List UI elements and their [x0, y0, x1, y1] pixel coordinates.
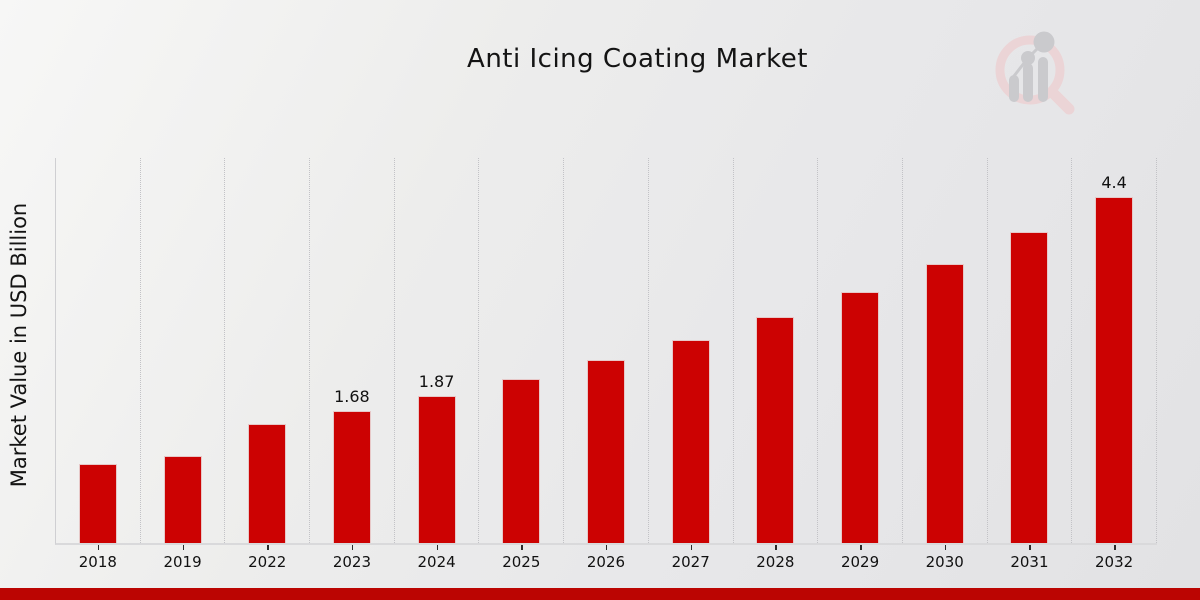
- magnifier-handle: [1047, 87, 1075, 115]
- bar-column-2028: 2028: [734, 158, 819, 571]
- bar-2030: [925, 263, 964, 543]
- logo-trend-dot-small: [1021, 51, 1035, 65]
- x-tick-label-2018: 2018: [78, 553, 117, 571]
- plot-area: 2018 2019 2022 1.68 2023 1.87 2024 2025 2026 2027…: [55, 158, 1157, 571]
- x-axis-tick: [605, 545, 608, 550]
- bar-value-label-2024: 1.87: [418, 371, 455, 391]
- x-axis-tick: [944, 545, 947, 550]
- x-tick-label-2024: 2024: [417, 553, 456, 571]
- bar-value-label-2032: 4.4: [1101, 172, 1127, 192]
- bar-2028: [756, 317, 795, 543]
- bar-2025: [502, 379, 541, 543]
- magnifier-bar-chart-logo: [995, 31, 1075, 115]
- bar-column-2029: 2029: [818, 158, 903, 571]
- logo-trend-dot-large: [1033, 31, 1055, 53]
- bar-2024: [417, 395, 456, 543]
- x-tick-label-2023: 2023: [332, 553, 371, 571]
- bar-column-2023: 1.68 2023: [310, 158, 395, 571]
- bar-column-2024: 1.87 2024: [395, 158, 480, 571]
- bar-2019: [163, 456, 202, 543]
- bar-column-2026: 2026: [564, 158, 649, 571]
- bar-column-2030: 2030: [903, 158, 988, 571]
- bar-column-2018: 2018: [56, 158, 141, 571]
- bar-column-2031: 2031: [988, 158, 1073, 571]
- x-axis-tick: [521, 545, 523, 550]
- y-axis-label: Market Value in USD Billion: [7, 202, 31, 488]
- bar-2027: [671, 339, 710, 543]
- bar-2031: [1010, 232, 1049, 543]
- bar-column-2019: 2019: [141, 158, 226, 571]
- bar-2029: [841, 291, 880, 543]
- x-tick-label-2027: 2027: [671, 553, 710, 571]
- bar-column-2025: 2025: [479, 158, 565, 571]
- x-axis-tick: [267, 545, 269, 550]
- x-tick-label-2022: 2022: [248, 553, 287, 571]
- x-tick-label-2029: 2029: [840, 553, 880, 571]
- bar-column-2032: 4.4 2032: [1072, 158, 1157, 571]
- bar-column-2022: 2022: [225, 158, 311, 571]
- footer-banner: [0, 588, 1200, 600]
- x-axis-tick: [97, 545, 100, 550]
- logo-bar-short: [1009, 75, 1019, 102]
- x-tick-label-2031: 2031: [1010, 553, 1049, 571]
- bar-2022: [248, 424, 287, 543]
- bar-column-2027: 2027: [649, 158, 734, 571]
- x-tick-label-2032: 2032: [1095, 553, 1134, 571]
- x-tick-label-2026: 2026: [586, 553, 626, 571]
- x-tick-label-2025: 2025: [502, 553, 541, 571]
- chart-title: Anti Icing Coating Market: [467, 44, 808, 74]
- x-tick-label-2028: 2028: [756, 553, 795, 571]
- x-axis-tick: [775, 545, 777, 550]
- bar-value-label-2023: 1.68: [334, 386, 370, 406]
- bar-2018: [78, 464, 117, 543]
- x-axis-tick: [182, 545, 185, 550]
- logo-bar-medium: [1023, 63, 1033, 102]
- logo-bar-tall: [1038, 57, 1048, 102]
- x-axis-tick: [1029, 545, 1031, 550]
- x-tick-label-2019: 2019: [163, 553, 202, 571]
- x-axis-tick: [351, 545, 354, 550]
- x-axis-tick: [1114, 545, 1116, 550]
- x-axis-tick: [860, 545, 862, 550]
- bar-2026: [586, 360, 625, 543]
- x-axis-tick: [690, 545, 693, 550]
- bar-2032: [1095, 196, 1134, 543]
- x-axis-tick: [436, 545, 439, 550]
- x-tick-label-2030: 2030: [925, 553, 964, 571]
- bar-2023: [332, 410, 371, 543]
